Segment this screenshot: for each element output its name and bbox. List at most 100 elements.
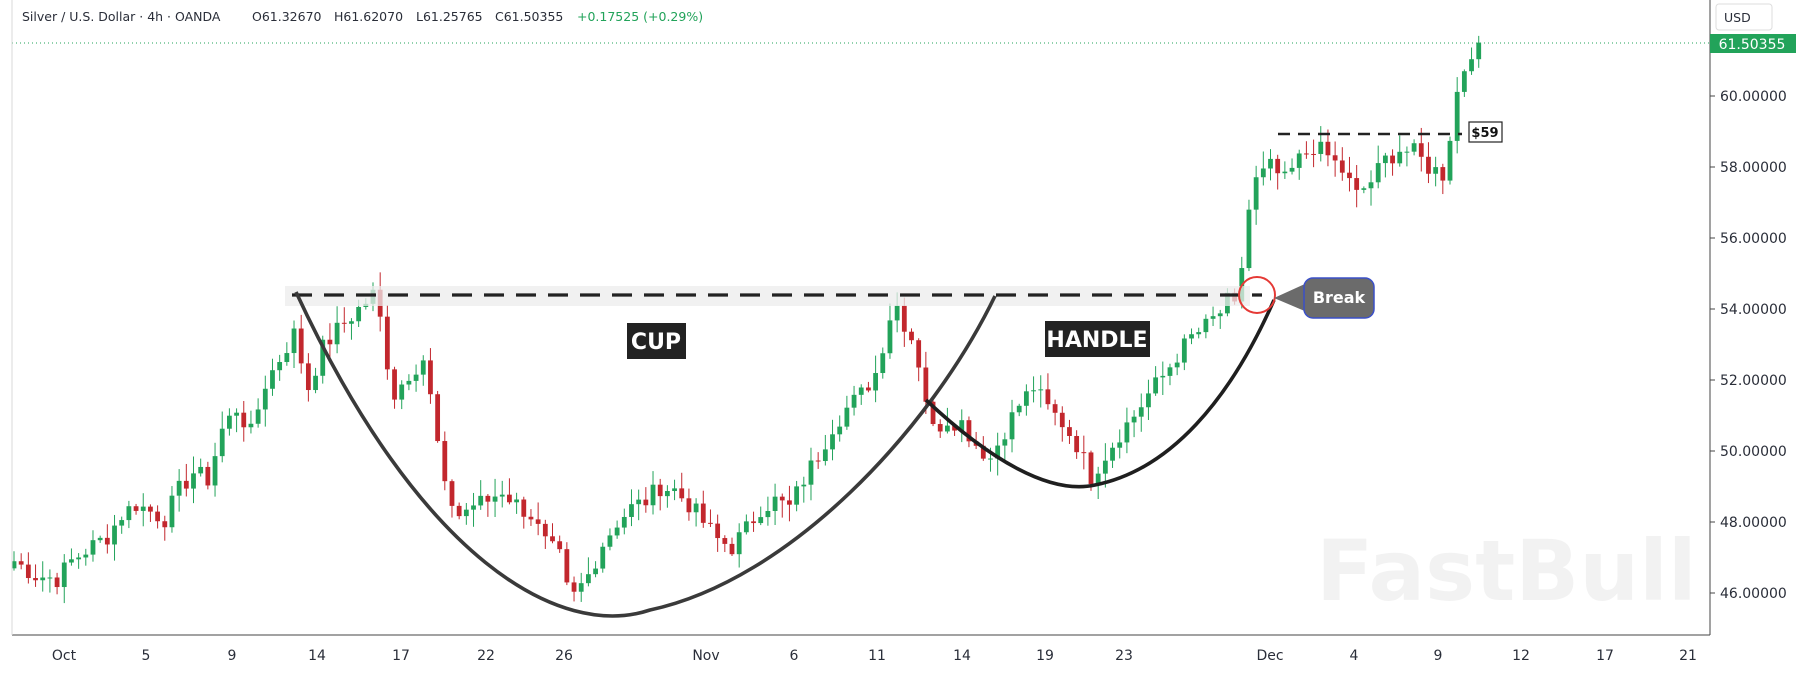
- candle-body: [880, 353, 886, 374]
- candle-body: [564, 549, 570, 583]
- candle-body: [894, 305, 900, 321]
- cup-curve: [294, 291, 997, 618]
- candle-body: [313, 375, 318, 391]
- price-tick-label: 52.00000: [1720, 373, 1787, 389]
- candle-body: [1160, 375, 1166, 378]
- time-tick-label: 19: [1036, 648, 1054, 664]
- time-tick-label: 4: [1350, 648, 1359, 664]
- candle-body: [521, 499, 527, 517]
- time-tick-label: 14: [953, 648, 971, 664]
- candle-body: [1368, 182, 1374, 189]
- candle-body: [923, 367, 929, 402]
- time-tick-label: 17: [392, 648, 410, 664]
- candle-body: [621, 516, 627, 528]
- currency-button-label[interactable]: USD: [1724, 10, 1751, 25]
- candle-body: [327, 339, 333, 345]
- candle-body: [341, 322, 347, 324]
- candle-body: [586, 574, 591, 584]
- price-axis[interactable]: 46.00000 48.00000 50.00000 52.00000 54.00000…: [1710, 89, 1787, 602]
- candle-body: [686, 498, 692, 513]
- watermark-logo: FastBull: [1316, 522, 1697, 620]
- candle-body: [463, 509, 469, 517]
- candle-body: [1275, 158, 1281, 174]
- candle-body: [1181, 338, 1187, 363]
- price-tick-label: 50.00000: [1720, 444, 1787, 460]
- candle-body: [758, 517, 764, 524]
- price-tick-label: 46.00000: [1720, 586, 1787, 602]
- candle-body: [1059, 412, 1065, 428]
- candle-body: [873, 373, 878, 391]
- candle-body: [1153, 377, 1159, 394]
- candle-body: [1461, 71, 1467, 92]
- candle-body: [980, 445, 986, 459]
- candle-body: [284, 353, 290, 363]
- candle-body: [557, 541, 563, 550]
- last-price-tag: [1710, 34, 1796, 53]
- candle-body: [629, 504, 634, 517]
- time-tick-label: 17: [1596, 648, 1614, 664]
- candle-body: [1131, 416, 1137, 423]
- break-pointer: [1274, 283, 1307, 312]
- candle-body: [1210, 316, 1216, 319]
- candle-body: [614, 527, 620, 536]
- candle-body: [1217, 313, 1223, 317]
- price-tick-label: 58.00000: [1720, 160, 1787, 176]
- candle-body: [743, 521, 749, 533]
- candle-body: [901, 305, 907, 332]
- candle-body: [664, 491, 670, 497]
- time-tick-label: 12: [1512, 648, 1530, 664]
- candle-body: [507, 494, 512, 503]
- candles-group: [12, 35, 1482, 604]
- candle-body: [1253, 177, 1259, 210]
- candle-body: [765, 510, 771, 518]
- time-axis[interactable]: Oct 5 9 14 17 22 26 Nov 6 11 14 19 23 Dec 4 9 12 17 21: [52, 648, 1697, 664]
- candle-body: [1045, 389, 1051, 405]
- price-tick-label: 60.00000: [1720, 89, 1787, 105]
- candle-body: [729, 543, 735, 555]
- candle-body: [76, 557, 82, 560]
- candle-body: [1361, 188, 1367, 190]
- candle-body: [1095, 473, 1101, 484]
- candle-body: [1074, 435, 1080, 453]
- candle-body: [1260, 168, 1266, 178]
- candle-body: [693, 503, 699, 513]
- candle-body: [1325, 141, 1331, 156]
- candle-body: [808, 460, 814, 485]
- candle-body: [1031, 390, 1036, 392]
- candle-body: [514, 499, 519, 503]
- candle-body: [1088, 452, 1094, 484]
- candle-body: [1124, 422, 1130, 443]
- time-tick-label: 5: [142, 648, 151, 664]
- instrument-title: Silver / U.S. Dollar · 4h · OANDA: [22, 9, 221, 24]
- candle-body: [227, 415, 232, 429]
- candle-body: [392, 369, 397, 400]
- candle-body: [442, 441, 448, 482]
- candle-body: [1433, 167, 1439, 174]
- candle-body: [1375, 163, 1381, 183]
- candle-body: [499, 494, 505, 497]
- candle-body: [112, 525, 117, 545]
- candle-body: [413, 374, 419, 381]
- candle-body: [191, 473, 196, 489]
- candle-body: [305, 363, 311, 391]
- candle-body: [1102, 460, 1108, 474]
- candle-body: [779, 496, 785, 501]
- currency-button[interactable]: [1715, 3, 1773, 31]
- candle-body: [844, 407, 850, 427]
- candle-body: [133, 506, 139, 511]
- candle-body: [1440, 167, 1446, 181]
- candle-body: [1426, 156, 1431, 174]
- candle-body: [1196, 332, 1202, 335]
- candle-body: [945, 425, 950, 432]
- break-label: Break: [1313, 288, 1366, 307]
- candle-body: [234, 412, 239, 416]
- candle-body: [1110, 447, 1115, 461]
- candle-body: [772, 496, 778, 511]
- candle-body: [478, 495, 484, 506]
- candle-body: [97, 537, 103, 541]
- candle-body: [298, 328, 304, 364]
- time-tick-label: 22: [477, 648, 495, 664]
- candle-body: [1332, 155, 1338, 161]
- time-tick-label: 6: [790, 648, 799, 664]
